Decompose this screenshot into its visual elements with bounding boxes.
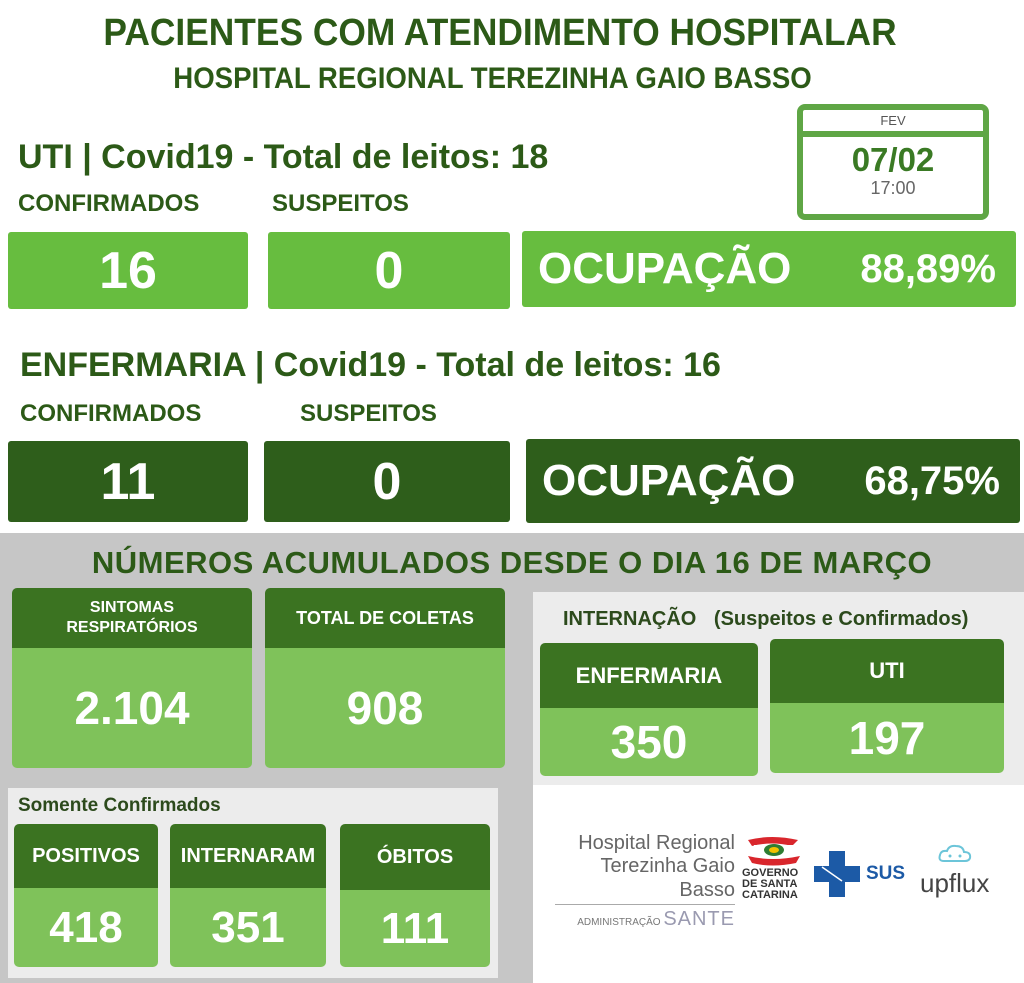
internaram-value: 351 xyxy=(170,888,326,967)
sintomas-value: 2.104 xyxy=(12,648,252,768)
uti-occupancy: OCUPAÇÃO 88,89% xyxy=(522,231,1016,307)
enfermaria-occupancy-label: OCUPAÇÃO xyxy=(542,456,796,505)
uti-section-title: UTI | Covid19 - Total de leitos: 18 xyxy=(18,138,549,176)
hospital-logo-line2: Terezinha Gaio Basso xyxy=(555,854,735,905)
gov-line1: GOVERNO xyxy=(742,867,799,879)
internaram-card: INTERNARAM 351 xyxy=(170,824,326,967)
hospital-logo-line1: Hospital Regional xyxy=(578,832,735,854)
santa-catarina-flag-icon xyxy=(742,836,806,866)
enfermaria-confirmed-label: CONFIRMADOS xyxy=(20,400,202,427)
sintomas-card: SINTOMAS RESPIRATÓRIOS 2.104 xyxy=(12,588,252,768)
enfermaria-confirmed-value: 11 xyxy=(8,441,248,522)
upflux-logo: upflux xyxy=(920,843,989,896)
sus-cross-icon xyxy=(814,851,860,897)
page-title: PACIENTES COM ATENDIMENTO HOSPITALAR xyxy=(103,12,897,54)
internacao-enfermaria-card: ENFERMARIA 350 xyxy=(540,643,758,776)
internacao-title: INTERNAÇÃO (Suspeitos e Confirmados) xyxy=(563,608,968,631)
obitos-card: ÓBITOS 111 xyxy=(340,824,490,967)
confirmed-only-title: Somente Confirmados xyxy=(18,795,221,816)
uti-occupancy-value: 88,89% xyxy=(860,246,996,291)
internacao-enfermaria-header: ENFERMARIA xyxy=(540,643,758,708)
enfermaria-occupancy: OCUPAÇÃO 68,75% xyxy=(526,439,1020,523)
internacao-title-label: INTERNAÇÃO xyxy=(563,608,697,630)
positivos-card: POSITIVOS 418 xyxy=(14,824,158,967)
governo-sc-text: GOVERNO DE SANTA CATARINA xyxy=(742,868,806,901)
gov-line2: DE SANTA xyxy=(742,878,798,890)
uti-suspected-label: SUSPEITOS xyxy=(272,190,409,217)
enfermaria-section-title: ENFERMARIA | Covid19 - Total de leitos: … xyxy=(20,346,721,384)
hospital-logo-admin: ADMINISTRAÇÃO SANTE xyxy=(555,908,735,931)
uti-confirmed-label: CONFIRMADOS xyxy=(18,190,200,217)
sus-text: SUS xyxy=(866,863,906,884)
internacao-subtitle: (Suspeitos e Confirmados) xyxy=(713,608,969,630)
enfermaria-suspected-label: SUSPEITOS xyxy=(300,400,437,427)
hospital-admin-label: ADMINISTRAÇÃO xyxy=(577,917,661,928)
uti-confirmed-value: 16 xyxy=(8,232,248,309)
hospital-name: HOSPITAL REGIONAL TEREZINHA GAIO BASSO xyxy=(173,62,812,95)
governo-sc-logo: GOVERNO DE SANTA CATARINA xyxy=(742,836,806,901)
internacao-uti-card: UTI 197 xyxy=(770,639,1004,773)
accumulated-header-band xyxy=(0,533,1024,592)
logos-area xyxy=(533,785,1024,983)
cloud-icon xyxy=(938,844,971,862)
obitos-header: ÓBITOS xyxy=(340,824,490,890)
sintomas-label-line2: RESPIRATÓRIOS xyxy=(66,619,198,636)
obitos-value: 111 xyxy=(340,890,490,967)
gov-line3: CATARINA xyxy=(742,889,798,901)
uti-suspected-value: 0 xyxy=(268,232,510,309)
upflux-text: upflux xyxy=(920,868,990,898)
date-time: 17:00 xyxy=(870,178,916,198)
internacao-uti-header: UTI xyxy=(770,639,1004,703)
sus-logo: SUS xyxy=(812,849,905,899)
sintomas-card-header: SINTOMAS RESPIRATÓRIOS xyxy=(12,588,252,648)
coletas-card-header: TOTAL DE COLETAS xyxy=(265,588,505,648)
coletas-card: TOTAL DE COLETAS 908 xyxy=(265,588,505,768)
hospital-logo: Hospital Regional Terezinha Gaio Basso A… xyxy=(555,832,735,931)
uti-occupancy-label: OCUPAÇÃO xyxy=(538,244,792,293)
accumulated-title: NÚMEROS ACUMULADOS DESDE O DIA 16 DE MAR… xyxy=(91,545,933,580)
enfermaria-occupancy-value: 68,75% xyxy=(864,458,1000,503)
internacao-uti-value: 197 xyxy=(770,703,1004,773)
internacao-enfermaria-value: 350 xyxy=(540,708,758,776)
positivos-value: 418 xyxy=(14,888,158,967)
coletas-value: 908 xyxy=(265,648,505,768)
internaram-header: INTERNARAM xyxy=(170,824,326,888)
positivos-header: POSITIVOS xyxy=(14,824,158,888)
sante-brand: SANTE xyxy=(663,908,735,930)
sintomas-label-line1: SINTOMAS xyxy=(89,599,175,616)
date-day: 07/02 xyxy=(851,141,935,178)
date-month: FEV xyxy=(803,110,983,137)
enfermaria-suspected-value: 0 xyxy=(264,441,510,522)
date-card: FEV 07/02 17:00 xyxy=(797,104,989,220)
